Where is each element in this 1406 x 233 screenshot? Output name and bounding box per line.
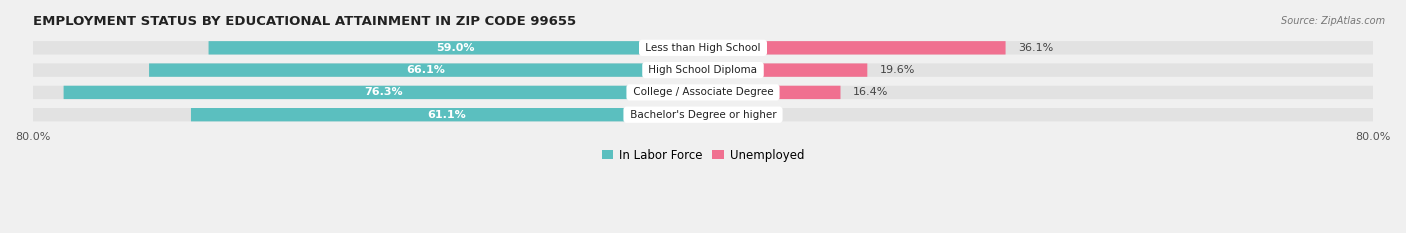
Text: College / Associate Degree: College / Associate Degree: [630, 87, 776, 97]
FancyBboxPatch shape: [32, 63, 1374, 77]
Text: 19.6%: 19.6%: [880, 65, 915, 75]
Text: 16.4%: 16.4%: [853, 87, 889, 97]
Text: Bachelor's Degree or higher: Bachelor's Degree or higher: [627, 110, 779, 120]
Text: High School Diploma: High School Diploma: [645, 65, 761, 75]
Text: EMPLOYMENT STATUS BY EDUCATIONAL ATTAINMENT IN ZIP CODE 99655: EMPLOYMENT STATUS BY EDUCATIONAL ATTAINM…: [32, 15, 576, 28]
Legend: In Labor Force, Unemployed: In Labor Force, Unemployed: [598, 144, 808, 166]
FancyBboxPatch shape: [191, 108, 703, 121]
FancyBboxPatch shape: [63, 86, 703, 99]
Text: Less than High School: Less than High School: [643, 43, 763, 53]
FancyBboxPatch shape: [703, 63, 868, 77]
FancyBboxPatch shape: [32, 108, 1374, 121]
Text: 36.1%: 36.1%: [1018, 43, 1053, 53]
FancyBboxPatch shape: [149, 63, 703, 77]
FancyBboxPatch shape: [32, 41, 1374, 55]
FancyBboxPatch shape: [32, 86, 1374, 99]
Text: 0.0%: 0.0%: [716, 110, 744, 120]
FancyBboxPatch shape: [703, 41, 1005, 55]
Text: 61.1%: 61.1%: [427, 110, 467, 120]
Text: Source: ZipAtlas.com: Source: ZipAtlas.com: [1281, 16, 1385, 26]
FancyBboxPatch shape: [208, 41, 703, 55]
FancyBboxPatch shape: [703, 86, 841, 99]
Text: 66.1%: 66.1%: [406, 65, 446, 75]
Text: 59.0%: 59.0%: [437, 43, 475, 53]
Text: 76.3%: 76.3%: [364, 87, 402, 97]
